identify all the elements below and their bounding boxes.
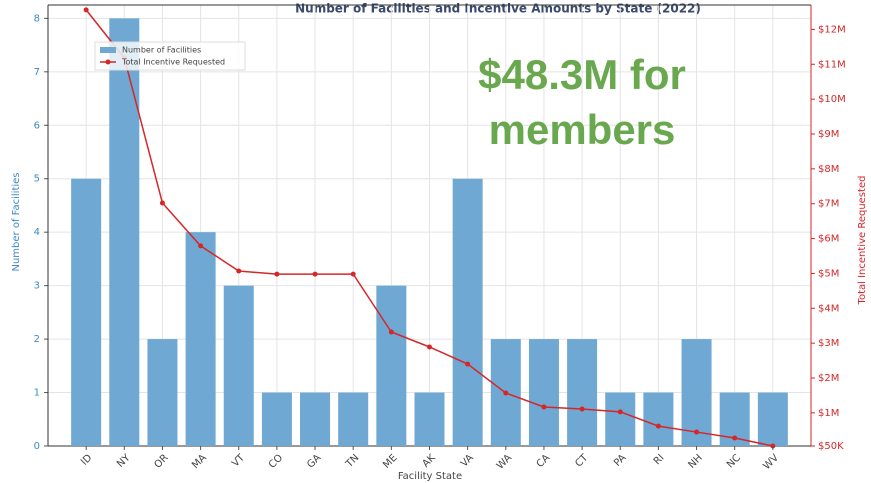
chart-title: Number of Facilities and Incentive Amoun…	[295, 2, 701, 16]
y2-tick-label: $50K	[818, 441, 844, 452]
line-point	[388, 329, 394, 335]
y-tick-label: 2	[34, 334, 40, 345]
x-tick-label: VT	[230, 452, 248, 470]
bar	[757, 392, 788, 446]
x-tick-label: NH	[686, 452, 704, 470]
line-point	[617, 409, 623, 415]
legend-label: Number of Facilities	[122, 46, 201, 55]
y2-tick-label: $3M	[818, 338, 839, 349]
bar	[71, 178, 102, 446]
bar	[185, 232, 216, 446]
line-point	[159, 200, 165, 206]
y2-tick-label: $5M	[818, 268, 839, 279]
line-point	[465, 361, 471, 367]
y2-tick-label: $1M	[818, 408, 839, 419]
line-point	[312, 271, 318, 277]
x-tick-label: WA	[495, 452, 514, 471]
bar	[223, 285, 254, 446]
y-tick-label: 7	[34, 67, 40, 78]
bar	[261, 392, 292, 446]
x-tick-label: AK	[420, 452, 438, 470]
bar	[414, 392, 445, 446]
y-tick-label: 6	[34, 120, 40, 131]
bar	[452, 178, 483, 446]
y-tick-label: 4	[34, 227, 40, 238]
legend-label: Total Incentive Requested	[121, 58, 225, 67]
bar	[376, 285, 407, 446]
line-point	[694, 429, 700, 435]
x-tick-label: CT	[573, 452, 591, 470]
bar	[528, 339, 559, 446]
y2-tick-label: $7M	[818, 199, 839, 210]
y-tick-label: 5	[34, 174, 40, 185]
line-point	[198, 243, 204, 249]
x-tick-label: PA	[612, 452, 629, 469]
line-point	[655, 423, 661, 429]
line-point	[274, 271, 280, 277]
y-axis-label: Number of Facilities	[11, 172, 22, 271]
bar	[643, 392, 674, 446]
x-tick-label: CO	[267, 452, 285, 470]
x-tick-label: MA	[190, 452, 209, 471]
annotation: $48.3M for members	[478, 51, 686, 153]
bar	[338, 392, 369, 446]
bar	[147, 339, 178, 446]
legend-swatch	[105, 59, 111, 65]
line-point	[503, 390, 509, 396]
y-tick-label: 8	[34, 13, 40, 24]
y-tick-label: 0	[34, 441, 40, 452]
x-tick-label: NC	[725, 452, 743, 470]
x-tick-label: CA	[535, 452, 553, 470]
x-tick-label: OR	[152, 452, 170, 470]
y2-axis-label: Total Incentive Requested	[857, 176, 868, 306]
y2-tick-label: $2M	[818, 373, 839, 384]
line-point	[236, 268, 242, 274]
legend-swatch	[100, 47, 116, 53]
x-tick-label: GA	[305, 452, 323, 470]
y2-tick-label: $11M	[818, 59, 846, 70]
x-tick-label: VA	[459, 452, 476, 469]
x-tick-label: NY	[115, 452, 133, 470]
y2-tick-label: $4M	[818, 303, 839, 314]
x-tick-label: ME	[381, 452, 399, 470]
bar	[681, 339, 712, 446]
x-axis-label: Facility State	[398, 471, 462, 482]
y-tick-label: 3	[34, 281, 40, 292]
x-tick-label: TN	[343, 452, 361, 470]
y2-tick-label: $8M	[818, 164, 839, 175]
y-tick-label: 1	[34, 388, 40, 399]
x-tick-label: RI	[652, 452, 667, 467]
bar	[109, 18, 140, 446]
y2-tick-label: $12M	[818, 24, 846, 35]
y2-tick-label: $9M	[818, 129, 839, 140]
line-point	[83, 7, 89, 13]
legend-box	[94, 41, 246, 71]
bar	[605, 392, 636, 446]
line-point	[541, 404, 547, 410]
bar	[567, 339, 598, 446]
line-point	[427, 344, 432, 350]
y2-tick-label: $6M	[818, 234, 839, 245]
line-point	[350, 271, 356, 277]
x-tick-label: WV	[761, 452, 781, 472]
line-point	[732, 435, 738, 441]
bar	[300, 392, 331, 446]
x-tick-label: ID	[79, 452, 95, 468]
y2-tick-label: $10M	[818, 94, 846, 105]
line-point	[579, 406, 585, 412]
